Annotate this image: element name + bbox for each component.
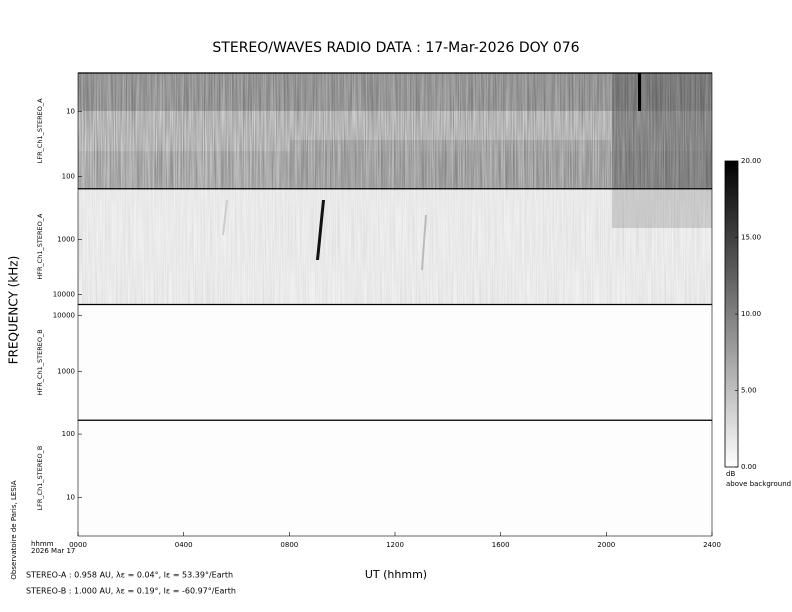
burst bbox=[316, 200, 325, 260]
burst bbox=[638, 73, 641, 111]
x-axis-label: UT (hhmm) bbox=[365, 568, 427, 581]
colorbar-label: dB bbox=[726, 470, 735, 478]
y-tick-label: 1000 bbox=[57, 367, 75, 375]
panel-label: LFR_Ch1_STEREO_B bbox=[36, 446, 44, 511]
footer: STEREO-A : 0.958 AU, λε = 0.04°, lε = 53… bbox=[26, 571, 233, 580]
x-tick-label: 1600 bbox=[492, 541, 510, 549]
y-axis-label: FREQUENCY (kHz) bbox=[7, 256, 21, 365]
burst bbox=[222, 200, 228, 235]
noise bbox=[78, 188, 712, 304]
x-tick-label: 0800 bbox=[280, 541, 298, 549]
y-tick-label: 1000 bbox=[57, 236, 75, 244]
date-label: hhmm bbox=[31, 540, 54, 548]
x-tick-label: 0400 bbox=[175, 541, 193, 549]
y-tick-label: 10 bbox=[66, 107, 75, 115]
colorbar-label: above background bbox=[726, 480, 791, 488]
y-tick-label: 100 bbox=[62, 173, 75, 181]
y-tick-label: 10 bbox=[66, 494, 75, 502]
colorbar-tick-label: 5.00 bbox=[741, 387, 757, 395]
panel-label: LFR_Ch1_STEREO_A bbox=[36, 98, 44, 163]
chart-title: STEREO/WAVES RADIO DATA : 17-Mar-2026 DO… bbox=[212, 40, 579, 56]
spectrogram-image bbox=[78, 73, 712, 536]
burst bbox=[421, 215, 427, 270]
noise bbox=[78, 73, 712, 188]
y-tick-label: 10000 bbox=[53, 291, 75, 299]
credit: Observatoire de Paris, LESIA bbox=[10, 480, 18, 579]
colorbar-tick-label: 20.00 bbox=[741, 157, 761, 165]
y-tick-label: 100 bbox=[62, 430, 75, 438]
y-tick-label: 10000 bbox=[53, 311, 75, 319]
x-tick-label: 0000 bbox=[69, 541, 87, 549]
colorbar-tick-label: 0.00 bbox=[741, 463, 757, 471]
x-tick-label: 2400 bbox=[703, 541, 721, 549]
date: 2026 Mar 17 bbox=[31, 547, 75, 555]
panel-label: HFR_Ch1_STEREO_A bbox=[36, 213, 44, 280]
x-tick-label: 2000 bbox=[597, 541, 615, 549]
x-tick-label: 1200 bbox=[386, 541, 404, 549]
footer: STEREO-B : 1.000 AU, λε = 0.19°, lε = -6… bbox=[26, 587, 236, 596]
panel-label: HFR_Ch1_STEREO_B bbox=[36, 329, 44, 395]
colorbar-tick-label: 15.00 bbox=[741, 234, 761, 242]
colorbar-tick-label: 10.00 bbox=[741, 310, 761, 318]
